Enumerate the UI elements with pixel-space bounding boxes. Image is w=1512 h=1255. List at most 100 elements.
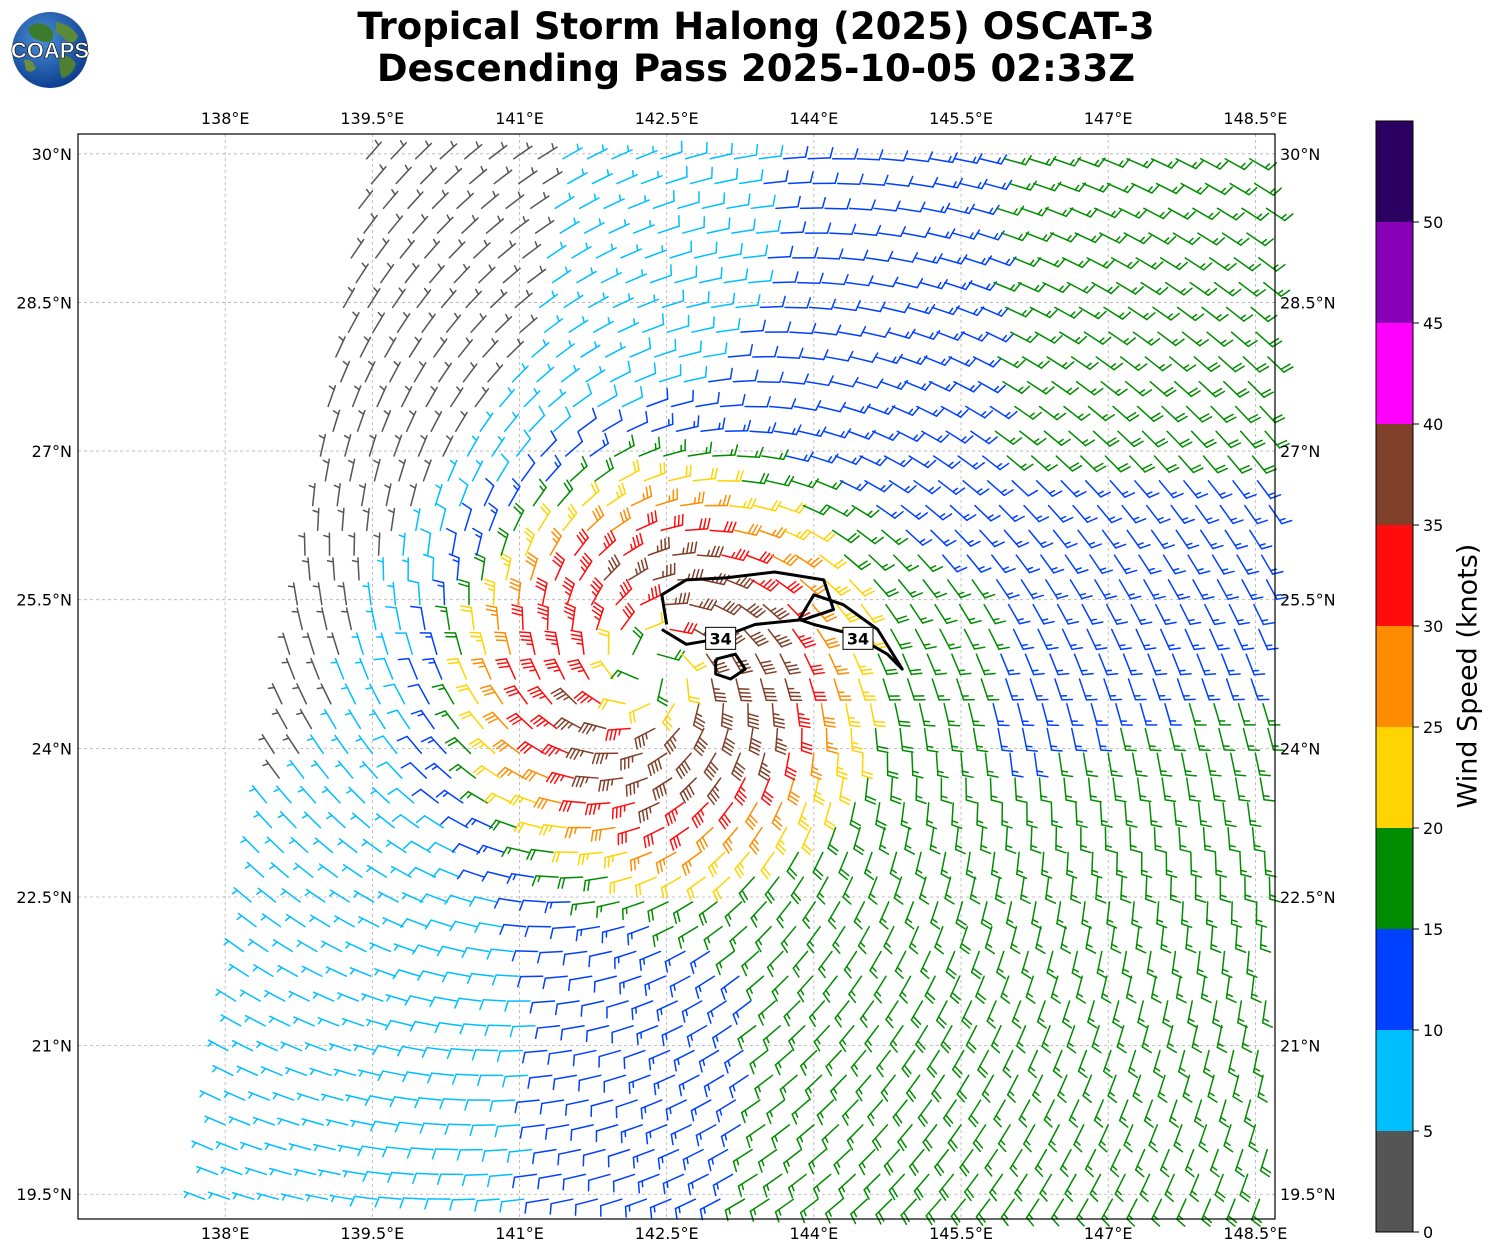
contour-34kt (797, 593, 904, 671)
wind-barb (620, 752, 643, 771)
wind-barb (1036, 1000, 1047, 1029)
wind-barb (1227, 826, 1241, 853)
wind-barb (820, 702, 836, 728)
wind-barb (1140, 281, 1169, 296)
wind-barb (1011, 480, 1039, 497)
wind-barb (1227, 455, 1253, 474)
wind-barb (993, 281, 1022, 292)
wind-barb (638, 436, 661, 457)
wind-barb (919, 278, 948, 290)
wind-barb (738, 169, 764, 185)
title-line-1: Tropical Storm Halong (2025) OSCAT-3 (357, 5, 1155, 48)
wind-barb (1094, 579, 1118, 600)
wind-barb (359, 336, 372, 358)
wind-barb (804, 222, 832, 234)
wind-barb (663, 439, 687, 457)
wind-barb (1194, 876, 1207, 904)
colorbar-tick-label: 15 (1423, 920, 1443, 939)
wind-barb (390, 865, 412, 878)
wind-barb (935, 752, 949, 779)
wind-barb (794, 554, 823, 568)
wind-barb (484, 1024, 512, 1036)
wind-barb (1267, 356, 1294, 373)
wind-barb (707, 851, 726, 878)
wind-barb (961, 1000, 973, 1029)
wind-barb (975, 653, 996, 676)
wind-barb (341, 1017, 364, 1027)
wind-barb (570, 901, 596, 916)
wind-barb (481, 1148, 508, 1162)
wind-barb (1131, 901, 1143, 929)
wind-barb (1029, 678, 1049, 701)
wind-barb (1202, 826, 1217, 853)
wind-barb (1077, 529, 1102, 549)
wind-barb (682, 216, 706, 234)
wind-barb (806, 925, 821, 954)
wind-barb (1172, 232, 1201, 246)
wind-barb (1081, 901, 1093, 929)
wind-barb (926, 1049, 940, 1078)
wind-barb (770, 553, 799, 567)
wind-barb (1009, 752, 1024, 778)
wind-barb (590, 1099, 614, 1118)
wind-barb (869, 950, 882, 979)
wind-barb (755, 925, 772, 953)
wind-barb (1250, 306, 1278, 323)
wind-barb (1118, 1099, 1129, 1128)
wind-barb (1017, 281, 1047, 293)
wind-barb (439, 1098, 467, 1110)
wind-barb (1254, 752, 1272, 777)
wind-barb (377, 891, 399, 903)
wind-barb (499, 923, 527, 935)
wind-barb (722, 826, 739, 854)
wind-barb (727, 343, 754, 358)
wind-barb (661, 1025, 683, 1047)
wind-barb (707, 1148, 729, 1172)
wind-barb (1032, 603, 1055, 625)
wind-barb (1000, 975, 1011, 1004)
wind-barb (1191, 1025, 1203, 1054)
wind-barb (1087, 1000, 1098, 1029)
wind-barb (858, 1148, 876, 1176)
wind-barb (362, 1170, 390, 1182)
wind-barb (934, 925, 944, 955)
wind-barb (1003, 529, 1030, 548)
wind-barb (380, 262, 395, 284)
wind-barb (804, 1074, 823, 1101)
wind-barb (1025, 232, 1054, 242)
wind-barb (1164, 702, 1183, 726)
wind-barb (965, 1025, 978, 1054)
wind-barb (373, 532, 381, 556)
wind-barb (698, 1049, 720, 1073)
wind-barb (845, 702, 861, 728)
wind-barb (986, 480, 1014, 497)
wind-barb (1153, 455, 1180, 474)
wind-barb (808, 1000, 826, 1028)
wind-barb (850, 727, 864, 754)
wind-barb (779, 1074, 798, 1100)
wind-barb (781, 373, 809, 385)
wind-barb (880, 1074, 896, 1102)
wind-barb (762, 603, 790, 620)
wind-barb (518, 631, 536, 655)
wind-barb (506, 712, 533, 730)
wind-barb (747, 702, 760, 730)
wind-barb (687, 441, 713, 457)
wind-barb (1146, 950, 1158, 979)
wind-barb (1259, 1148, 1272, 1178)
wind-barb (365, 683, 381, 705)
wind-barb (535, 577, 548, 606)
wind-barb (1263, 851, 1277, 878)
wind-barb (474, 386, 490, 408)
wind-barb (892, 554, 920, 572)
wind-barb (954, 826, 966, 855)
wind-barb (398, 532, 406, 556)
wind-barb (425, 386, 438, 408)
wind-barb (625, 777, 648, 797)
wind-barb (1086, 257, 1115, 269)
wind-barb (313, 837, 334, 854)
wind-barb (454, 997, 482, 1009)
wind-barb (370, 787, 390, 804)
wind-barb (942, 1099, 957, 1128)
wind-barb (413, 507, 421, 532)
